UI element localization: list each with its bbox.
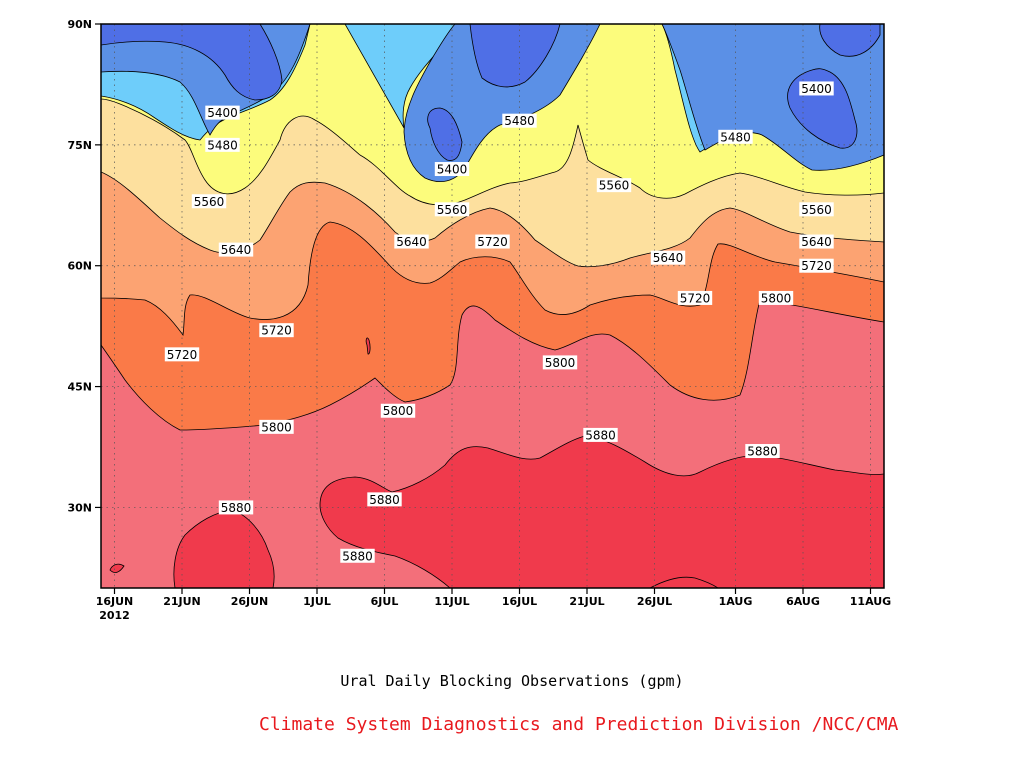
- svg-text:5720: 5720: [801, 259, 832, 273]
- svg-text:5800: 5800: [383, 404, 414, 418]
- x-axis: 16JUN 21JUN 26JUN 1JUL 6JUL 11JUL 16JUL 21JUL 26…: [96, 588, 891, 622]
- contour-label-25: 5560: [799, 202, 834, 217]
- contour-label-15: 5720: [475, 234, 510, 249]
- contour-label-5: 5720: [164, 347, 200, 362]
- x-tick-label-5: 11JUL: [434, 595, 469, 608]
- y-tick-label-2: 60N: [67, 260, 92, 273]
- x-tick-label-4: 6JUL: [371, 595, 399, 608]
- plot-frame: [100, 23, 885, 589]
- svg-text:5720: 5720: [167, 348, 198, 362]
- svg-text:5880: 5880: [369, 493, 400, 507]
- svg-text:5720: 5720: [261, 324, 292, 338]
- svg-text:5560: 5560: [194, 195, 225, 209]
- x-year-label: 2012: [99, 609, 130, 622]
- contour-labels: 5400 5480 5560 5640 5720 5720 5800 5880 5880 5880…: [164, 81, 834, 563]
- contour-label-21: 5800: [758, 290, 794, 305]
- credit-line: Climate System Diagnostics and Predictio…: [259, 714, 899, 735]
- svg-text:5560: 5560: [437, 203, 468, 217]
- svg-text:5560: 5560: [801, 203, 832, 217]
- x-tick-label-0: 16JUN: [96, 595, 134, 608]
- contour-label-24: 5400: [799, 81, 834, 96]
- contour-label-19: 5640: [650, 250, 686, 265]
- svg-text:5800: 5800: [761, 291, 792, 305]
- x-tick-label-6: 16JUL: [502, 595, 537, 608]
- band-below-5400: [101, 24, 881, 161]
- x-tick-label-11: 11AUG: [850, 595, 891, 608]
- svg-text:5800: 5800: [261, 420, 292, 434]
- svg-text:5400: 5400: [801, 82, 832, 96]
- svg-text:5880: 5880: [342, 549, 373, 563]
- svg-text:5880: 5880: [585, 428, 616, 442]
- svg-text:5640: 5640: [396, 235, 427, 249]
- svg-text:5640: 5640: [801, 235, 832, 249]
- y-axis: 30N 45N 60N 75N 90N: [67, 18, 101, 514]
- x-tick-label-9: 1AUG: [719, 595, 753, 608]
- svg-text:5400: 5400: [207, 106, 238, 120]
- contour-label-6: 5800: [259, 419, 294, 434]
- y-tick-label-3: 75N: [67, 139, 92, 152]
- contour-label-4: 5720: [259, 323, 294, 338]
- contour-label-22: 5880: [745, 444, 780, 459]
- svg-text:5720: 5720: [680, 291, 711, 305]
- contour-label-10: 5800: [380, 403, 416, 418]
- y-tick-label-0: 30N: [67, 501, 92, 514]
- svg-text:5720: 5720: [477, 235, 508, 249]
- contour-label-13: 5400: [434, 162, 470, 177]
- contour-label-18: 5560: [596, 178, 632, 193]
- svg-text:5480: 5480: [207, 138, 238, 152]
- svg-text:5400: 5400: [437, 163, 468, 177]
- x-tick-label-8: 26JUL: [637, 595, 672, 608]
- contour-label-8: 5880: [340, 548, 375, 563]
- contour-label-1: 5480: [205, 137, 240, 152]
- x-tick-label-3: 1JUL: [303, 595, 331, 608]
- svg-text:5480: 5480: [504, 114, 535, 128]
- contour-label-17: 5880: [583, 427, 618, 442]
- y-tick-label-1: 45N: [67, 381, 92, 394]
- contour-label-27: 5720: [799, 258, 834, 273]
- contour-label-16: 5800: [542, 355, 578, 370]
- svg-text:5640: 5640: [653, 251, 684, 265]
- contour-label-23: 5480: [718, 129, 753, 144]
- contour-label-11: 5640: [394, 234, 429, 249]
- contour-label-20: 5720: [677, 290, 713, 305]
- svg-text:5800: 5800: [545, 356, 576, 370]
- svg-text:5480: 5480: [720, 130, 751, 144]
- contour-label-3: 5640: [218, 242, 254, 257]
- chart-title: Ural Daily Blocking Observations (gpm): [340, 672, 684, 690]
- x-tick-label-10: 6AUG: [786, 595, 820, 608]
- contour-label-0: 5400: [205, 105, 240, 120]
- contour-label-2: 5560: [191, 194, 227, 209]
- x-tick-label-7: 21JUL: [569, 595, 604, 608]
- contour-label-7: 5880: [218, 500, 254, 515]
- contour-label-26: 5640: [799, 234, 834, 249]
- contour-label-12: 5560: [434, 202, 470, 217]
- svg-text:5880: 5880: [221, 501, 252, 515]
- svg-text:5560: 5560: [599, 179, 630, 193]
- x-tick-label-1: 21JUN: [163, 595, 201, 608]
- grid-lines: [101, 24, 884, 588]
- contour-label-14: 5480: [502, 113, 537, 128]
- svg-text:5640: 5640: [221, 243, 252, 257]
- x-tick-label-2: 26JUN: [231, 595, 269, 608]
- y-tick-label-4: 90N: [67, 18, 92, 31]
- svg-text:5880: 5880: [747, 445, 778, 459]
- contour-label-9: 5880: [367, 492, 402, 507]
